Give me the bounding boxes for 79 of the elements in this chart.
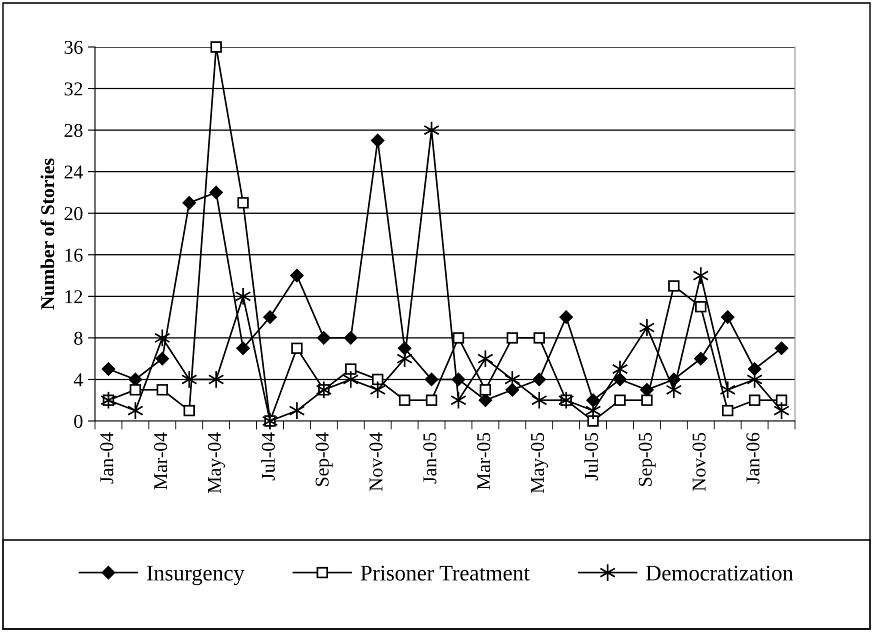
y-tick-label: 16: [65, 248, 83, 262]
point: [130, 384, 142, 396]
point: [237, 197, 249, 209]
point: [370, 134, 384, 148]
y-tick-label: 0: [74, 414, 82, 428]
legend-label: Prisoner Treatment: [360, 566, 530, 581]
y-tick-label: 4: [74, 373, 83, 386]
point: [210, 41, 222, 53]
x-tick-label: May-05: [530, 432, 548, 494]
point: [235, 287, 252, 306]
point: [209, 186, 223, 200]
point: [102, 362, 116, 376]
point: [587, 415, 599, 427]
point: [450, 391, 467, 410]
point: [262, 412, 278, 430]
x-tick-label: Jul-05: [584, 432, 598, 480]
x-tick-label: Sep-05: [638, 432, 656, 486]
point: [156, 384, 168, 396]
y-axis-title: Number of Stories: [40, 158, 54, 310]
point: [182, 196, 196, 210]
point: [776, 394, 788, 406]
point: [452, 332, 464, 344]
x-tick-label: Mar-05: [477, 432, 490, 490]
point: [128, 372, 142, 386]
y-tick-label: 12: [65, 290, 82, 304]
x-tick-label: Jan-04: [100, 432, 114, 484]
point: [532, 372, 546, 386]
point: [748, 362, 762, 376]
point: [534, 332, 545, 344]
point: [424, 372, 438, 386]
point: [480, 384, 492, 396]
y-tick-label: 32: [64, 82, 82, 96]
y-tick-label: 20: [64, 207, 82, 220]
point: [316, 380, 332, 399]
point: [263, 310, 277, 324]
x-tick-label: May-04: [208, 432, 225, 494]
y-tick-label: 36: [64, 40, 83, 54]
point: [694, 352, 708, 366]
x-tick-label: Nov-04: [369, 432, 383, 491]
point: [722, 404, 734, 416]
point: [506, 383, 520, 397]
x-tick-label: Jan-05: [423, 432, 436, 484]
point: [290, 268, 304, 282]
point: [372, 374, 384, 386]
point: [558, 391, 574, 410]
point: [398, 394, 410, 406]
point: [774, 342, 788, 356]
point: [423, 120, 440, 140]
point: [773, 401, 790, 420]
point: [559, 310, 573, 324]
point: [100, 391, 117, 410]
legend-label: Democratization: [646, 566, 794, 581]
x-tick-label: Nov-05: [692, 432, 706, 491]
point: [184, 404, 195, 416]
point: [288, 401, 305, 420]
legend-label: Insurgency: [146, 566, 244, 586]
point: [638, 318, 655, 337]
point: [344, 331, 358, 345]
x-tick-label: Jan-06: [746, 432, 760, 484]
point: [668, 280, 680, 292]
point: [156, 352, 170, 366]
point: [317, 331, 331, 345]
point: [345, 363, 356, 375]
x-tick-label: Jul-04: [261, 432, 275, 480]
point: [236, 342, 250, 356]
point: [720, 310, 734, 324]
x-tick-label: Sep-04: [316, 432, 333, 486]
point: [748, 394, 760, 406]
x-tick-label: Mar-04: [154, 432, 168, 490]
point: [614, 394, 626, 406]
y-tick-label: 8: [74, 332, 82, 345]
point: [426, 394, 438, 406]
point: [695, 301, 706, 312]
y-tick-label: 28: [64, 124, 82, 138]
point: [613, 372, 627, 386]
point: [506, 332, 518, 344]
y-tick-label: 24: [64, 166, 83, 178]
point: [641, 394, 653, 406]
point: [291, 342, 303, 354]
